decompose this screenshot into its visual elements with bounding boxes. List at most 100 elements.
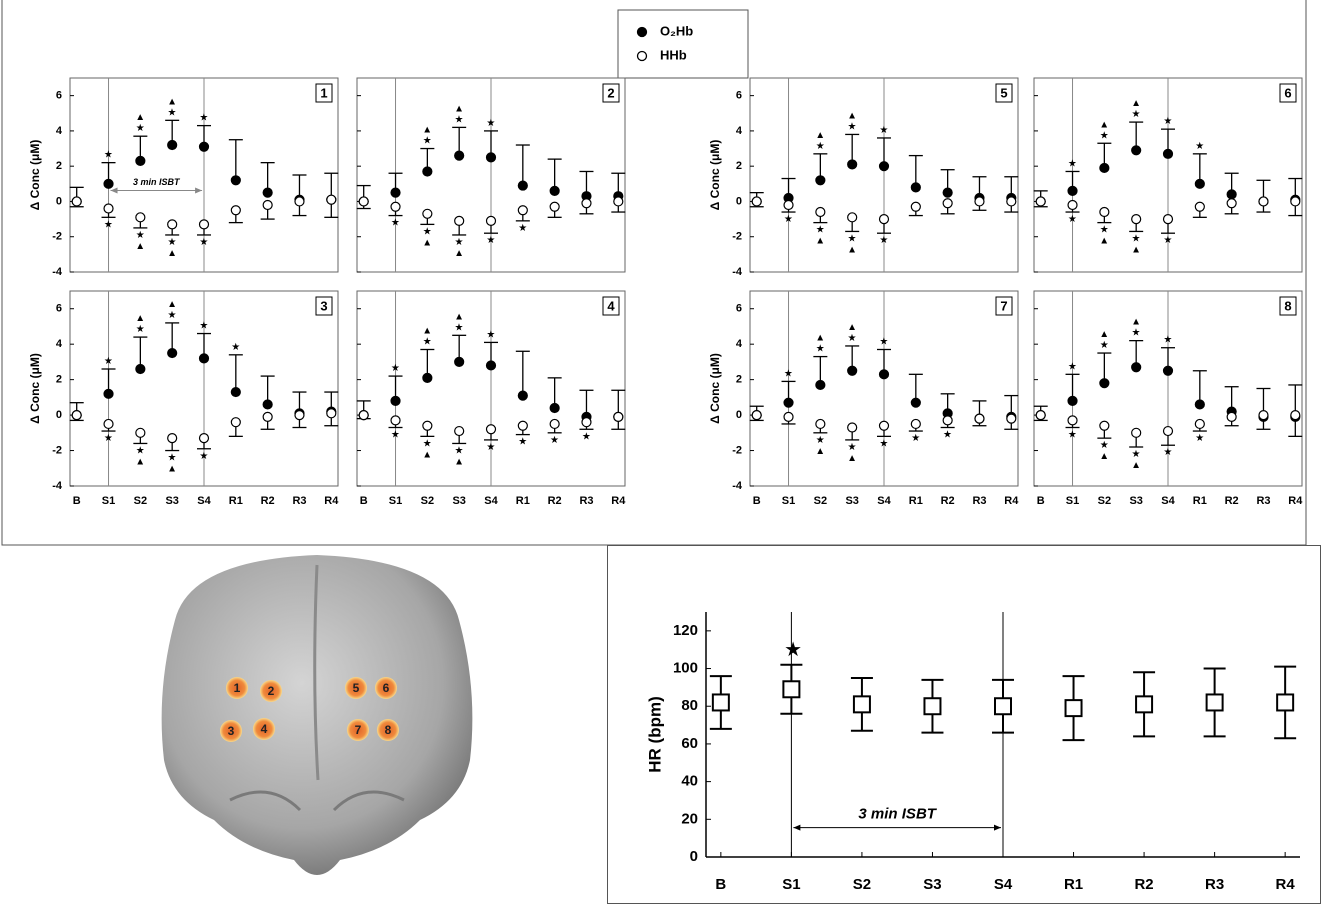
x-tick-label: R4 [611,495,626,507]
marker [550,419,559,428]
marker [1207,694,1223,710]
y-tick-label: 2 [736,160,742,172]
marker [1259,411,1268,420]
marker [518,206,527,215]
marker [136,428,145,437]
significance-mark: ★ [198,113,209,124]
marker [1132,428,1141,437]
marker [614,197,623,206]
y-tick-label: 4 [736,338,743,350]
x-tick-label: S4 [484,495,498,507]
significance-mark: ★ [581,431,592,442]
x-tick-label: R1 [1064,876,1083,893]
marker [752,197,761,206]
marker [391,396,400,405]
channel-label: 3 [228,724,235,738]
marker [1100,208,1109,217]
significance-mark: ★ [485,442,496,453]
significance-mark: ★ [103,433,114,444]
significance-mark: ▲★ [815,333,826,355]
significance-mark: ★ [878,125,889,136]
marker [880,370,889,379]
significance-mark: ▲★ [1099,119,1110,141]
marker [231,418,240,427]
significance-mark: ★ [1162,235,1173,246]
marker [1164,215,1173,224]
significance-mark: ▲★ [847,322,858,344]
significance-mark: ★ [942,430,953,441]
significance-mark: ★ [878,337,889,348]
significance-mark: ★ [1194,433,1205,444]
marker [1259,197,1268,206]
marker [783,681,799,697]
significance-mark: ▲★ [135,112,146,134]
panel-label: 3 [320,298,327,313]
x-tick-label: S1 [1066,495,1079,507]
significance-mark: ★ [485,329,496,340]
marker [104,179,113,188]
significance-mark: ★ [103,219,114,230]
marker [518,181,527,190]
marker [423,421,432,430]
x-tick-label: S3 [1129,495,1142,507]
x-tick-label: S2 [814,495,827,507]
marker [582,418,591,427]
marker [1132,215,1141,224]
significance-mark: ★ [910,433,921,444]
y-axis-label: Δ Conc (μM) [708,140,722,211]
y-tick-label: 20 [681,810,698,827]
significance-mark: ★ [1162,116,1173,127]
significance-mark: ★▲ [454,445,465,467]
significance-mark: ★ [390,363,401,374]
y-axis-label: Δ Conc (μM) [28,353,42,424]
marker [231,176,240,185]
marker [1068,186,1077,195]
marker [550,202,559,211]
marker [911,183,920,192]
annotation: 3 min ISBT [133,177,181,187]
significance-mark: ★ [198,451,209,462]
y-tick-label: 80 [681,697,698,714]
marker [327,409,336,418]
significance-mark: ★ [230,342,241,353]
marker [518,391,527,400]
marker [231,206,240,215]
significance-mark: ★▲ [847,233,858,255]
marker [816,176,825,185]
x-tick-label: R3 [1256,495,1270,507]
marker [104,389,113,398]
annotation: 3 min ISBT [858,806,937,823]
marker [911,398,920,407]
marker [168,434,177,443]
marker [880,162,889,171]
marker [975,197,984,206]
x-tick-label: S2 [421,495,434,507]
marker [943,188,952,197]
marker [359,197,368,206]
marker [784,200,793,209]
significance-mark: ★ [1162,335,1173,346]
x-tick-label: S4 [994,876,1013,893]
marker [1227,190,1236,199]
panel-label: 2 [607,85,614,100]
marker [943,199,952,208]
significance-mark: ★▲ [422,226,433,248]
significance-mark: ▲★ [167,299,178,321]
significance-mark: ▲★ [1131,98,1142,120]
marker [104,204,113,213]
significance-mark: ★ [1067,430,1078,441]
significance-mark: ★ [390,430,401,441]
marker [1100,163,1109,172]
marker [327,195,336,204]
y-tick-label: -4 [52,266,63,278]
y-tick-label: 4 [56,338,63,350]
channel-label: 6 [383,681,390,695]
channel-label: 7 [355,723,362,737]
marker [455,427,464,436]
x-tick-label: S3 [452,495,465,507]
marker [391,188,400,197]
significance-mark: ▲★ [1131,317,1142,339]
significance-mark: ★ [198,321,209,332]
x-tick-label: R3 [1205,876,1224,893]
significance-mark: ▲★ [135,313,146,335]
